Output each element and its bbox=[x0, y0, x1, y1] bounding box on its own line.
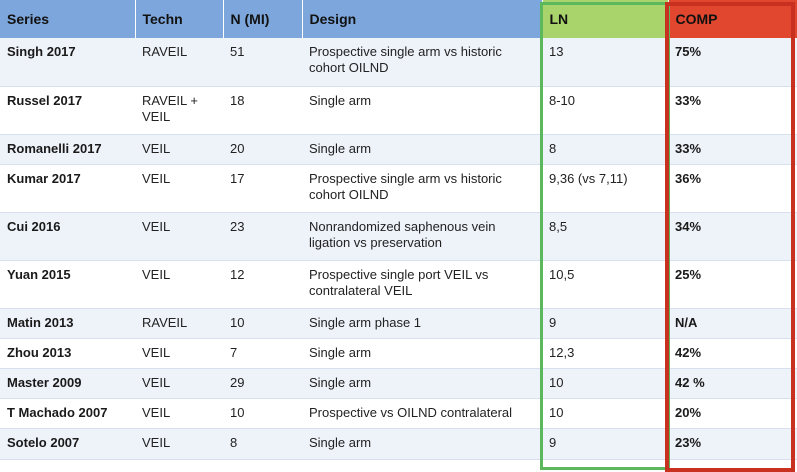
table-row: Singh 2017 RAVEIL 51 Prospective single … bbox=[0, 38, 797, 87]
cell-techn: VEIL bbox=[135, 212, 223, 261]
table-row: Zhou 2013 VEIL 7 Single arm 12,3 42% bbox=[0, 338, 797, 369]
cell-series: Romanelli 2017 bbox=[0, 134, 135, 165]
cell-design: Single arm bbox=[302, 428, 542, 460]
cell-comp: 33% bbox=[668, 86, 797, 135]
cell-n: 12 bbox=[223, 260, 302, 309]
cell-comp: 42% bbox=[668, 338, 797, 369]
header-n: N (MI) bbox=[223, 0, 303, 38]
cell-techn: VEIL bbox=[135, 428, 223, 460]
cell-comp: 25% bbox=[668, 260, 797, 309]
table-row: Kumar 2017 VEIL 17 Prospective single ar… bbox=[0, 164, 797, 213]
cell-design: Single arm bbox=[302, 134, 542, 165]
cell-design: Single arm phase 1 bbox=[302, 308, 542, 339]
cell-series: Kumar 2017 bbox=[0, 164, 135, 213]
cell-techn: RAVEIL bbox=[135, 38, 223, 87]
cell-ln: 10 bbox=[542, 368, 668, 399]
cell-techn: VEIL bbox=[135, 164, 223, 213]
cell-design: Prospective single arm vs historic cohor… bbox=[302, 38, 542, 87]
cell-techn: VEIL bbox=[135, 134, 223, 165]
table-row: Yuan 2015 VEIL 12 Prospective single por… bbox=[0, 260, 797, 309]
cell-techn: VEIL bbox=[135, 338, 223, 369]
cell-comp: 33% bbox=[668, 134, 797, 165]
studies-table: Series Techn N (MI) Design LN COMP Singh… bbox=[0, 0, 797, 460]
cell-n: 17 bbox=[223, 164, 302, 213]
cell-ln: 9 bbox=[542, 308, 668, 339]
cell-techn: RAVEIL + VEIL bbox=[135, 86, 223, 135]
cell-comp: 75% bbox=[668, 38, 797, 87]
cell-design: Prospective vs OILND contralateral bbox=[302, 398, 542, 429]
cell-comp: 34% bbox=[668, 212, 797, 261]
table-row: Russel 2017 RAVEIL + VEIL 18 Single arm … bbox=[0, 86, 797, 135]
table-row: Master 2009 VEIL 29 Single arm 10 42 % bbox=[0, 368, 797, 399]
cell-design: Nonrandomized saphenous vein ligation vs… bbox=[302, 212, 542, 261]
cell-series: Sotelo 2007 bbox=[0, 428, 135, 460]
cell-ln: 9,36 (vs 7,11) bbox=[542, 164, 668, 213]
header-series: Series bbox=[0, 0, 136, 38]
cell-techn: VEIL bbox=[135, 398, 223, 429]
cell-techn: RAVEIL bbox=[135, 308, 223, 339]
cell-series: Yuan 2015 bbox=[0, 260, 135, 309]
cell-series: Master 2009 bbox=[0, 368, 135, 399]
cell-series: Matin 2013 bbox=[0, 308, 135, 339]
cell-design: Prospective single port VEIL vs contrala… bbox=[302, 260, 542, 309]
cell-ln: 10,5 bbox=[542, 260, 668, 309]
cell-ln: 10 bbox=[542, 398, 668, 429]
cell-ln: 13 bbox=[542, 38, 668, 87]
table-row: Cui 2016 VEIL 23 Nonrandomized saphenous… bbox=[0, 212, 797, 261]
cell-n: 23 bbox=[223, 212, 302, 261]
cell-series: Singh 2017 bbox=[0, 38, 135, 87]
cell-n: 29 bbox=[223, 368, 302, 399]
table-row: Sotelo 2007 VEIL 8 Single arm 9 23% bbox=[0, 428, 797, 460]
cell-ln: 8,5 bbox=[542, 212, 668, 261]
cell-n: 10 bbox=[223, 308, 302, 339]
cell-comp: 42 % bbox=[668, 368, 797, 399]
cell-n: 51 bbox=[223, 38, 302, 87]
cell-design: Single arm bbox=[302, 86, 542, 135]
table-row: Matin 2013 RAVEIL 10 Single arm phase 1 … bbox=[0, 308, 797, 339]
header-row: Series Techn N (MI) Design LN COMP bbox=[0, 0, 797, 38]
cell-design: Single arm bbox=[302, 338, 542, 369]
cell-ln: 8 bbox=[542, 134, 668, 165]
table-row: T Machado 2007 VEIL 10 Prospective vs OI… bbox=[0, 398, 797, 429]
cell-series: Russel 2017 bbox=[0, 86, 135, 135]
cell-ln: 9 bbox=[542, 428, 668, 460]
cell-ln: 12,3 bbox=[542, 338, 668, 369]
cell-comp: 23% bbox=[668, 428, 797, 460]
header-ln: LN bbox=[542, 0, 669, 38]
cell-design: Prospective single arm vs historic cohor… bbox=[302, 164, 542, 213]
cell-series: Zhou 2013 bbox=[0, 338, 135, 369]
cell-ln: 8-10 bbox=[542, 86, 668, 135]
cell-comp: N/A bbox=[668, 308, 797, 339]
cell-series: Cui 2016 bbox=[0, 212, 135, 261]
cell-n: 10 bbox=[223, 398, 302, 429]
cell-n: 8 bbox=[223, 428, 302, 460]
header-design: Design bbox=[302, 0, 543, 38]
header-techn: Techn bbox=[135, 0, 224, 38]
cell-techn: VEIL bbox=[135, 260, 223, 309]
header-comp: COMP bbox=[668, 0, 797, 38]
cell-design: Single arm bbox=[302, 368, 542, 399]
cell-comp: 36% bbox=[668, 164, 797, 213]
cell-n: 20 bbox=[223, 134, 302, 165]
table-row: Romanelli 2017 VEIL 20 Single arm 8 33% bbox=[0, 134, 797, 165]
cell-n: 18 bbox=[223, 86, 302, 135]
cell-comp: 20% bbox=[668, 398, 797, 429]
cell-techn: VEIL bbox=[135, 368, 223, 399]
cell-n: 7 bbox=[223, 338, 302, 369]
cell-series: T Machado 2007 bbox=[0, 398, 135, 429]
